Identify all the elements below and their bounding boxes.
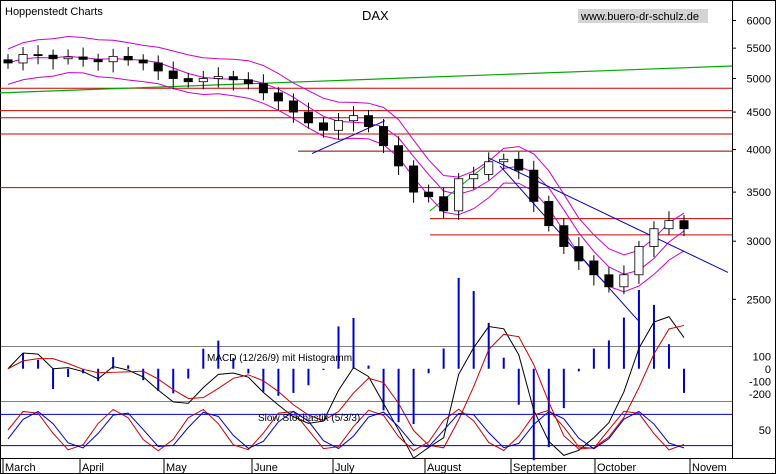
stochastic-d — [7, 410, 685, 450]
candle-down — [574, 246, 584, 262]
macd-tick-label: -200 — [749, 389, 771, 401]
candle-down — [679, 220, 689, 230]
long-moving-average — [0, 65, 733, 94]
y-tick-label: 3500 — [747, 187, 771, 199]
candle-up — [499, 158, 509, 163]
candle-down — [514, 158, 524, 171]
candle-down — [93, 58, 103, 63]
candle-down — [3, 59, 13, 64]
candle-down — [424, 191, 434, 198]
macd-tick-label: 0 — [765, 364, 771, 376]
macd-line — [7, 316, 685, 459]
candle-down — [273, 92, 283, 102]
candle-up — [634, 246, 644, 276]
candle-up — [484, 161, 494, 175]
y-tick-label: 5500 — [747, 43, 771, 55]
candle-down — [78, 56, 88, 60]
candle-up — [63, 56, 73, 60]
x-tick-label: April — [82, 462, 104, 474]
macd-panel — [7, 277, 685, 461]
candle-up — [469, 174, 479, 180]
long-ma-line — [0, 65, 733, 94]
candle-down — [364, 115, 374, 127]
trend-line — [499, 165, 639, 321]
candle-down — [288, 100, 298, 113]
candle-down — [439, 196, 449, 212]
candle-up — [213, 76, 223, 79]
x-tick-label: June — [254, 462, 278, 474]
y-tick-labels: 6000 5500 5000 4500 4000 3500 3000 2500 — [732, 15, 771, 306]
x-tick-label: Novem — [692, 462, 727, 474]
candle-down — [559, 225, 569, 247]
macd-tick-label: -100 — [749, 376, 771, 388]
x-tick-label: August — [427, 462, 461, 474]
candle-up — [108, 55, 118, 63]
macd-tick-label: 100 — [753, 351, 771, 363]
candle-down — [303, 111, 313, 124]
x-tick-label: October — [597, 462, 636, 474]
candle-down — [544, 200, 554, 227]
candle-down — [48, 54, 58, 60]
candle-down — [604, 274, 614, 288]
candle-up — [198, 78, 208, 83]
candle-up — [619, 274, 629, 288]
candle-down — [123, 55, 133, 61]
x-tick-labels: March April May June July August September Octo… — [2, 458, 727, 474]
candle-up — [18, 54, 28, 64]
candle-up — [649, 228, 659, 247]
stochastic-label: Slow Stochastik (5/3/3) — [258, 413, 360, 424]
candle-down — [409, 165, 419, 193]
candles — [3, 45, 689, 295]
macd-label: MACD (12/26/9) mit Histogramm — [207, 353, 352, 364]
x-tick-label: July — [335, 462, 355, 474]
y-tick-label: 5000 — [747, 74, 771, 86]
y-tick-label: 2500 — [747, 294, 771, 306]
candle-down — [318, 122, 328, 131]
candle-up — [454, 178, 464, 212]
watermark-box — [578, 9, 708, 23]
candle-down — [258, 83, 268, 94]
candle-down — [394, 145, 404, 167]
y-tick-label: 4000 — [747, 145, 771, 157]
candle-down — [153, 62, 163, 72]
candle-up — [333, 120, 344, 131]
candle-up — [348, 115, 359, 122]
horizontal-levels — [0, 87, 732, 236]
candle-down — [589, 260, 599, 276]
bollinger-middle — [7, 55, 685, 275]
x-tick-label: March — [5, 462, 36, 474]
candle-down — [168, 70, 178, 79]
stochastic-tick-label: 50 — [759, 425, 771, 437]
y-tick-label: 6000 — [747, 15, 771, 27]
candle-down — [529, 169, 539, 202]
y-tick-label: 3000 — [747, 236, 771, 248]
x-tick-label: September — [513, 462, 567, 474]
macd-signal-line — [7, 324, 685, 450]
candle-up — [664, 220, 674, 230]
x-tick-label: May — [166, 462, 187, 474]
candle-down — [243, 79, 253, 85]
bollinger-upper — [7, 35, 685, 256]
candle-down — [183, 78, 193, 83]
candle-down — [138, 59, 148, 64]
candle-down — [33, 54, 43, 56]
candle-down — [379, 126, 389, 147]
chart-title: DAX — [362, 8, 389, 23]
watermark-text: www.buero-dr-schulz.de — [580, 11, 699, 23]
stochastic-tick-labels: 50 — [759, 425, 771, 437]
source-label: Hoppenstedt Charts — [5, 6, 103, 18]
candle-down — [228, 76, 238, 81]
stochastic-panel — [0, 408, 732, 452]
y-tick-label: 4500 — [747, 107, 771, 119]
trend-line — [487, 157, 729, 273]
